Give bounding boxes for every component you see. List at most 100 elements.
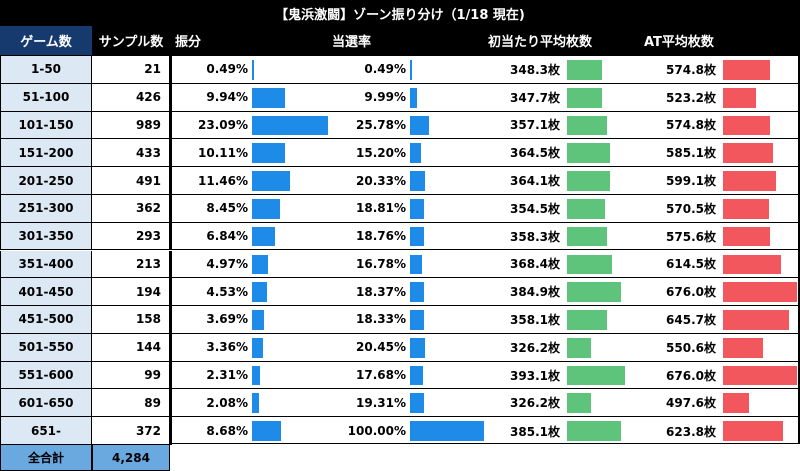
first-hit-cell: 357.1枚: [510, 118, 560, 133]
first-hit-bar: [567, 282, 621, 303]
at-avg-cell: 623.8枚: [666, 424, 716, 439]
ratio-bar: [252, 282, 267, 303]
win-rate-cell: 15.20%: [356, 145, 406, 160]
sample-count-cell: 99: [92, 361, 170, 389]
sample-count-cell: 372: [92, 417, 170, 445]
at-avg-bar: [723, 143, 773, 164]
games-range-cell: 401-450: [0, 278, 92, 306]
header-at-avg: AT平均枚数: [644, 35, 714, 50]
win-rate-cell: 19.31%: [356, 395, 406, 410]
first-hit-bar: [567, 393, 591, 414]
ratio-cell: 8.45%: [170, 194, 250, 222]
first-hit-cell: 368.4枚: [510, 257, 560, 272]
table-row: 601-650 89 2.08% 19.31% 326.2枚 497.6枚: [0, 389, 800, 418]
win-rate-bar: [410, 87, 418, 108]
at-avg-cell: 550.6枚: [666, 340, 716, 355]
ratio-bar: [252, 393, 259, 414]
ratio-bar: [252, 198, 280, 219]
win-rate-cell: 9.99%: [364, 90, 406, 105]
ratio-cell: 3.69%: [170, 306, 250, 333]
table-row: 51-100 426 9.94% 9.99% 347.7枚 523.2枚: [0, 83, 800, 112]
ratio-bar: [252, 171, 290, 191]
first-hit-cell: 358.1枚: [510, 312, 560, 327]
win-rate-cell: 18.37%: [356, 284, 406, 299]
sample-count-cell: 433: [92, 139, 170, 167]
table-row: 251-300 362 8.45% 18.81% 354.5枚 570.5枚: [0, 194, 800, 223]
sample-count-cell: 89: [92, 389, 170, 417]
total-row: 全合計 4,284: [0, 444, 800, 471]
first-hit-cell: 347.7枚: [510, 90, 560, 105]
at-avg-bar: [723, 393, 750, 414]
win-rate-cell: 20.33%: [356, 173, 406, 188]
table-row: 101-150 989 23.09% 25.78% 357.1枚 574.8枚: [0, 111, 800, 140]
ratio-bar: [252, 143, 286, 164]
win-rate-bar: [410, 254, 423, 275]
table-row: 501-550 144 3.36% 20.45% 326.2枚 550.6枚: [0, 333, 800, 362]
games-range-cell: 201-250: [0, 167, 92, 194]
win-rate-bar: [410, 282, 424, 303]
total-value: 4,284: [92, 444, 170, 471]
at-avg-cell: 570.5枚: [666, 201, 716, 216]
at-avg-cell: 574.8枚: [666, 118, 716, 133]
ratio-bar: [252, 60, 254, 80]
ratio-cell: 23.09%: [170, 111, 250, 139]
at-avg-cell: 676.0枚: [666, 285, 716, 300]
win-rate-bar: [410, 115, 430, 136]
table-title: 【鬼浜激闘】ゾーン振り分け（1/18 現在): [0, 0, 800, 26]
table-row: 1-50 21 0.49% 0.49% 348.3枚 574.8枚: [0, 56, 800, 84]
ratio-cell: 8.68%: [170, 417, 250, 445]
at-avg-bar: [723, 254, 781, 275]
win-rate-cell: 20.45%: [356, 340, 406, 355]
ratio-cell: 10.11%: [170, 139, 250, 167]
sample-count-cell: 362: [92, 194, 170, 222]
win-rate-bar: [410, 337, 426, 358]
at-avg-cell: 614.5枚: [666, 257, 716, 272]
win-rate-cell: 25.78%: [356, 117, 406, 132]
table-row: 301-350 293 6.84% 18.76% 358.3枚 575.6枚: [0, 222, 800, 251]
win-rate-cell: 18.76%: [356, 229, 406, 244]
at-avg-bar: [723, 282, 797, 303]
ratio-bar: [252, 310, 265, 330]
sample-count-cell: 426: [92, 83, 170, 111]
games-range-cell: 601-650: [0, 389, 92, 417]
data-table: 1-50 21 0.49% 0.49% 348.3枚 574.8枚 51-100 426 9.9…: [0, 55, 800, 445]
first-hit-bar: [567, 60, 603, 80]
sample-count-cell: 144: [92, 333, 170, 361]
table-row: 551-600 99 2.31% 17.68% 393.1枚 676.0枚: [0, 361, 800, 390]
header-row: ゲーム数 サンプル数 振分 当選率 初当たり平均枚数 AT平均枚数: [0, 26, 800, 55]
win-rate-cell: 18.33%: [356, 312, 406, 327]
games-range-cell: 551-600: [0, 361, 92, 389]
first-hit-cell: 326.2枚: [510, 396, 560, 411]
at-avg-bar: [723, 421, 783, 441]
table-row: 401-450 194 4.53% 18.37% 384.9枚 676.0枚: [0, 278, 800, 307]
games-range-cell: 301-350: [0, 222, 92, 250]
first-hit-bar: [567, 365, 625, 386]
at-avg-bar: [723, 226, 771, 247]
win-rate-bar: [410, 60, 412, 80]
at-avg-cell: 676.0枚: [666, 368, 716, 383]
win-rate-cell: 17.68%: [356, 368, 406, 383]
first-hit-bar: [567, 143, 611, 164]
at-avg-bar: [723, 365, 797, 386]
win-rate-bar: [410, 421, 484, 441]
first-hit-bar: [567, 337, 591, 358]
at-avg-bar: [723, 337, 764, 358]
sample-count-cell: 158: [92, 306, 170, 333]
ratio-bar: [252, 337, 264, 358]
ratio-bar: [252, 254, 269, 275]
at-avg-cell: 599.1枚: [666, 174, 716, 189]
table-row: 151-200 433 10.11% 15.20% 364.5枚 585.1枚: [0, 139, 800, 168]
first-hit-cell: 348.3枚: [510, 62, 560, 77]
win-rate-cell: 0.49%: [364, 62, 406, 77]
ratio-cell: 9.94%: [170, 83, 250, 111]
header-games: ゲーム数: [0, 26, 92, 55]
ratio-bar: [252, 226, 275, 247]
sample-count-cell: 21: [92, 56, 170, 83]
at-avg-cell: 574.8枚: [666, 62, 716, 77]
win-rate-bar: [410, 171, 426, 191]
ratio-cell: 11.46%: [170, 167, 250, 194]
games-range-cell: 1-50: [0, 56, 92, 83]
table-bottom-border: [170, 443, 800, 444]
table-right-border: [798, 55, 800, 444]
win-rate-bar: [410, 143, 422, 164]
